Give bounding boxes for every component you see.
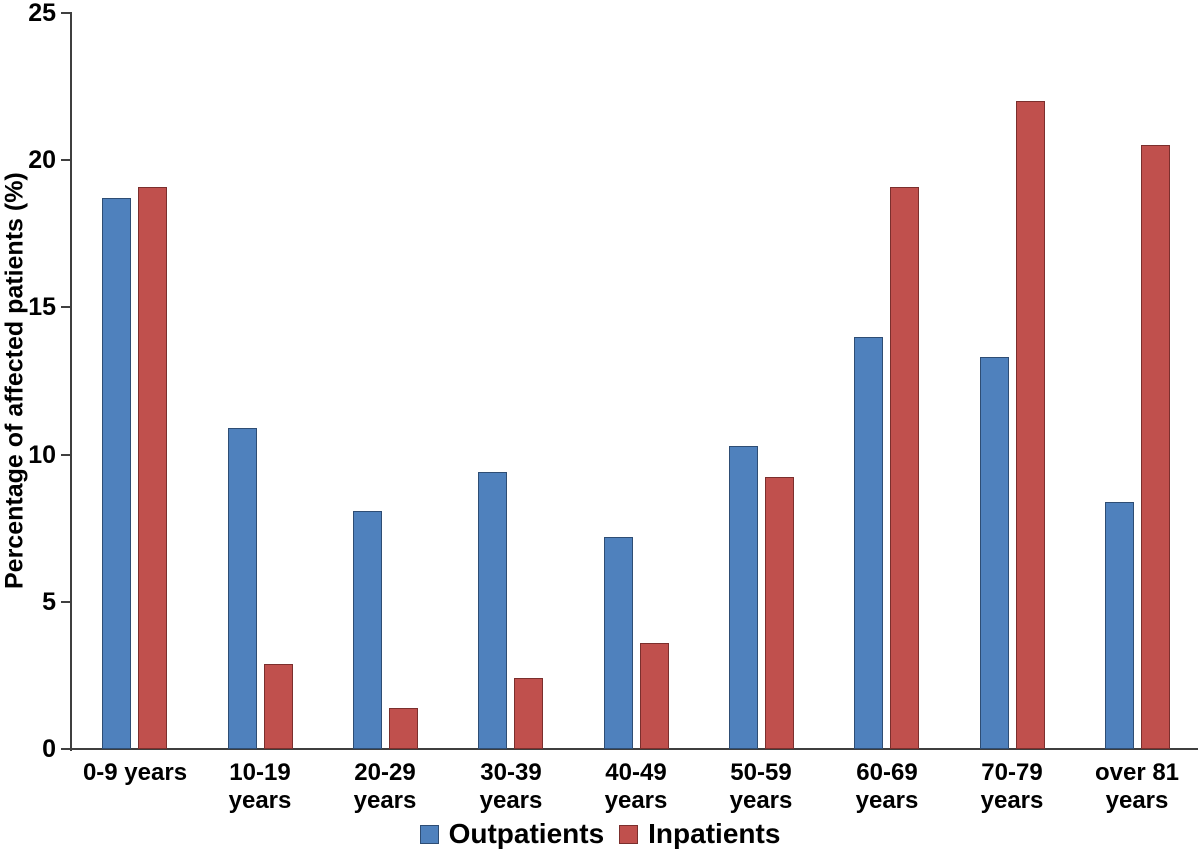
y-tick-label: 20 (28, 146, 56, 175)
legend-swatch-inpatients (619, 824, 639, 844)
bar-inpatients-30-39-years (514, 678, 543, 749)
x-axis-label: 60-69 years (855, 759, 919, 815)
y-tick-mark (61, 600, 70, 603)
bar-inpatients-over-81-years (1141, 145, 1170, 749)
legend-label: Inpatients (648, 818, 781, 849)
y-axis-line (70, 12, 72, 751)
legend: Outpatients Inpatients (0, 820, 1200, 848)
x-axis-label: 0-9 years (82, 759, 188, 786)
y-tick-mark (61, 306, 70, 309)
y-tick-mark (61, 453, 70, 456)
bar-outpatients-0-9-years (102, 198, 131, 749)
bar-outpatients-70-79-years (980, 357, 1009, 749)
bar-inpatients-10-19-years (264, 664, 293, 749)
bar-outpatients-60-69-years (854, 337, 883, 749)
y-axis-title: Percentage of affected patients (%) (0, 172, 29, 590)
bar-inpatients-40-49-years (640, 643, 669, 749)
y-tick-mark (61, 12, 70, 14)
x-axis-label: 10-19 years (228, 759, 292, 815)
bar-outpatients-10-19-years (228, 428, 257, 749)
bar-inpatients-0-9-years (138, 187, 167, 749)
x-axis-label: 50-59 years (729, 759, 793, 815)
y-tick-mark (61, 159, 70, 162)
bar-inpatients-70-79-years (1016, 101, 1045, 749)
y-tick-label: 25 (28, 0, 56, 27)
y-tick-label: 0 (42, 735, 56, 763)
x-axis-label: 40-49 years (604, 759, 668, 815)
x-axis-label: over 81 years (1094, 759, 1180, 815)
y-tick-label: 10 (28, 440, 56, 469)
y-tick-mark (61, 748, 70, 750)
x-axis-label: 70-79 years (980, 759, 1044, 815)
bar-inpatients-50-59-years (765, 477, 794, 749)
bar-outpatients-40-49-years (604, 537, 633, 749)
legend-swatch-outpatients (419, 824, 439, 844)
x-axis-line (70, 748, 1198, 750)
bar-outpatients-30-39-years (478, 472, 507, 749)
legend-label: Outpatients (448, 818, 605, 849)
bar-inpatients-20-29-years (389, 708, 418, 749)
y-tick-label: 15 (28, 293, 56, 322)
legend-item-inpatients: Inpatients (619, 820, 780, 848)
bar-inpatients-60-69-years (890, 187, 919, 749)
x-axis-label: 20-29 years (353, 759, 417, 815)
legend-item-outpatients: Outpatients (419, 818, 605, 849)
bar-outpatients-over-81-years (1105, 502, 1134, 749)
y-tick-label: 5 (42, 587, 56, 616)
bar-outpatients-20-29-years (353, 511, 382, 749)
bar-outpatients-50-59-years (729, 446, 758, 749)
x-axis-label: 30-39 years (479, 759, 543, 815)
